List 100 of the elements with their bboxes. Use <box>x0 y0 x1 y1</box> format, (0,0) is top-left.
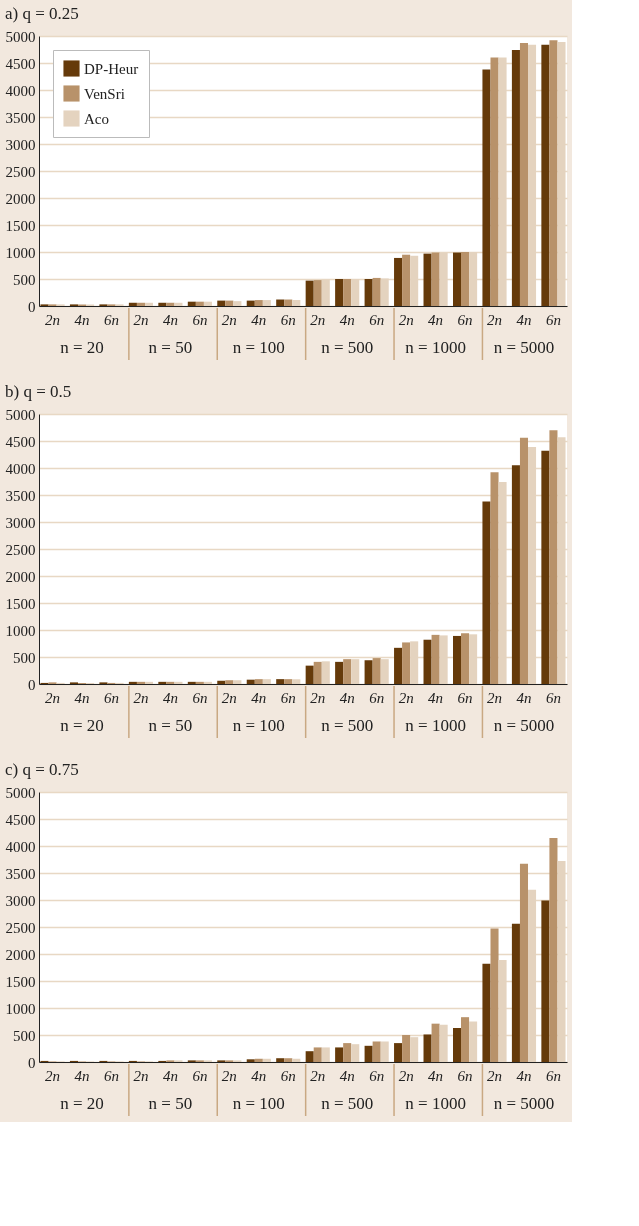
x-tick-label: 4n <box>74 689 90 706</box>
bar <box>343 659 352 684</box>
bar <box>364 279 373 306</box>
x-tick-label: 4n <box>428 311 444 328</box>
bar <box>431 1023 440 1062</box>
y-tick-label: 0 <box>28 298 36 315</box>
text: n = 100 <box>232 338 285 357</box>
x-tick-label: 4n <box>516 1067 532 1084</box>
bar <box>461 252 470 306</box>
x-tick-label: 4n <box>162 311 178 328</box>
y-tick-label: 500 <box>13 1027 36 1044</box>
x-tick-label: 4n <box>516 311 532 328</box>
bar <box>335 1047 344 1062</box>
x-tick-label: 2n <box>45 689 61 706</box>
text: n = 500 <box>321 1094 374 1113</box>
y-tick-label: 0 <box>28 676 36 693</box>
bar <box>541 44 550 306</box>
bar <box>233 680 242 684</box>
bar <box>284 679 293 684</box>
bar <box>490 928 499 1062</box>
legend-label: VenSri <box>84 85 125 102</box>
x-tick-label: 6n <box>369 689 385 706</box>
bar <box>511 50 520 306</box>
bar <box>174 681 183 684</box>
bar <box>144 681 154 684</box>
x-tick-label: 4n <box>339 1067 355 1084</box>
bar <box>166 681 175 684</box>
bar <box>276 299 285 306</box>
bar <box>431 634 440 684</box>
bar <box>402 254 411 306</box>
bar <box>136 302 145 306</box>
x-tick-label: 2n <box>310 1067 326 1084</box>
bar <box>246 1059 255 1062</box>
y-tick-label: 1000 <box>5 622 36 639</box>
y-tick-label: 2500 <box>5 163 36 180</box>
bar <box>203 301 212 306</box>
x-tick-label: 6n <box>103 311 119 328</box>
bar <box>549 430 558 684</box>
x-tick-label: 6n <box>103 689 119 706</box>
x-tick-label: 2n <box>398 689 414 706</box>
x-tick-label: 6n <box>369 311 385 328</box>
x-tick-label: 2n <box>310 311 326 328</box>
x-tick-label: 6n <box>280 1067 296 1084</box>
x-tick-label: 4n <box>428 689 444 706</box>
x-tick-label: 4n <box>162 689 178 706</box>
bar <box>490 57 499 306</box>
y-tick-label: 5000 <box>5 406 36 423</box>
bar <box>452 1027 462 1062</box>
y-tick-label: 4500 <box>5 811 36 828</box>
bar <box>246 679 255 684</box>
bar <box>423 1034 432 1062</box>
bar <box>136 681 145 684</box>
x-tick-label: 2n <box>398 311 414 328</box>
bar <box>305 665 314 684</box>
y-tick-label: 2500 <box>5 919 36 936</box>
bar <box>217 680 226 684</box>
bar <box>519 43 529 306</box>
bar <box>174 302 183 306</box>
x-tick-label: 6n <box>457 311 473 328</box>
bar <box>541 450 550 684</box>
bar <box>128 681 137 684</box>
bar <box>511 923 520 1062</box>
bar <box>158 302 167 306</box>
text: n = 1000 <box>405 716 466 735</box>
text: n = 100 <box>232 1094 285 1113</box>
bar <box>321 661 330 684</box>
x-tick-label: 6n <box>545 311 561 328</box>
text: n = 50 <box>148 338 193 357</box>
bar <box>128 302 137 306</box>
x-tick-label: 4n <box>251 689 267 706</box>
bar <box>490 472 499 684</box>
bar <box>335 661 344 684</box>
bar <box>402 1035 411 1062</box>
legend-label: DP-Heur <box>84 60 139 77</box>
y-tick-label: 3000 <box>5 136 36 153</box>
bar <box>276 1058 285 1062</box>
chart-title: c) q = 0.75 <box>5 760 79 779</box>
text: n = 50 <box>148 1094 193 1113</box>
bar <box>195 681 204 684</box>
x-tick-label: 2n <box>487 689 503 706</box>
bar <box>423 253 432 306</box>
x-tick-label: 6n <box>192 1067 208 1084</box>
y-tick-label: 1000 <box>5 1000 36 1017</box>
bar <box>225 300 234 306</box>
y-tick-label: 3500 <box>5 487 36 504</box>
bar <box>372 658 381 684</box>
bar <box>402 642 411 684</box>
text: n = 20 <box>60 1094 104 1113</box>
x-tick-label: 4n <box>428 1067 444 1084</box>
bar <box>431 252 440 306</box>
bar <box>284 299 293 306</box>
x-tick-label: 2n <box>487 1067 503 1084</box>
bar <box>343 279 352 306</box>
chart-title: b) q = 0.5 <box>5 382 72 401</box>
bar <box>187 681 196 684</box>
bar <box>549 837 558 1062</box>
y-tick-label: 3000 <box>5 892 36 909</box>
text: n = 20 <box>60 716 104 735</box>
text: n = 5000 <box>493 716 555 735</box>
bar <box>423 639 432 684</box>
